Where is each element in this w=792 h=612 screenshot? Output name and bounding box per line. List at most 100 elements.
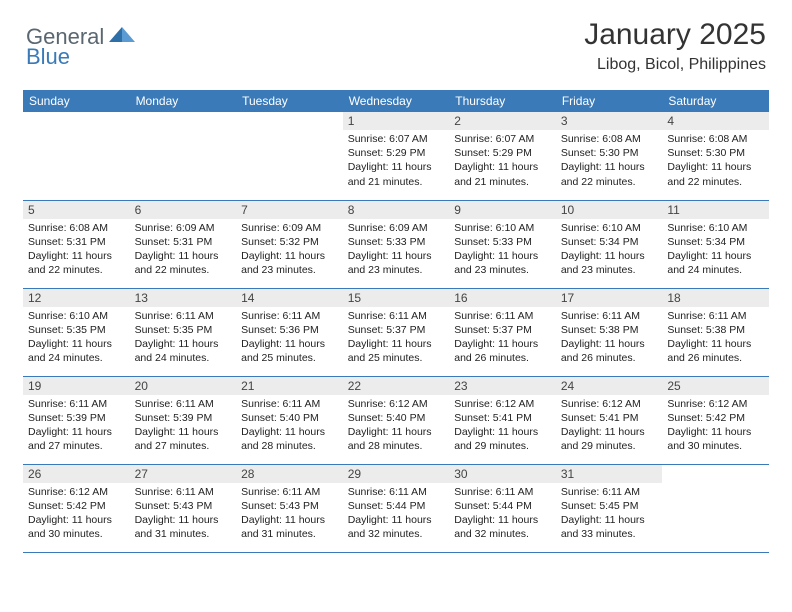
logo-triangle-icon <box>109 25 135 48</box>
day-number: 14 <box>236 289 343 307</box>
title-block: January 2025 Libog, Bicol, Philippines <box>584 18 766 74</box>
day-number: 25 <box>662 377 769 395</box>
day-number: 1 <box>343 112 450 130</box>
calendar-cell: 23Sunrise: 6:12 AMSunset: 5:41 PMDayligh… <box>449 376 556 464</box>
calendar-cell: 10Sunrise: 6:10 AMSunset: 5:34 PMDayligh… <box>556 200 663 288</box>
calendar-cell: 12Sunrise: 6:10 AMSunset: 5:35 PMDayligh… <box>23 288 130 376</box>
weekday-header: Wednesday <box>343 90 450 112</box>
page-title: January 2025 <box>584 18 766 52</box>
weekday-header: Tuesday <box>236 90 343 112</box>
day-number: 6 <box>130 201 237 219</box>
calendar-cell: 15Sunrise: 6:11 AMSunset: 5:37 PMDayligh… <box>343 288 450 376</box>
day-details: Sunrise: 6:11 AMSunset: 5:38 PMDaylight:… <box>662 307 769 370</box>
day-number: 30 <box>449 465 556 483</box>
day-number: 12 <box>23 289 130 307</box>
day-details: Sunrise: 6:11 AMSunset: 5:43 PMDaylight:… <box>236 483 343 546</box>
logo-text-blue: Blue <box>26 44 70 69</box>
calendar-cell: 22Sunrise: 6:12 AMSunset: 5:40 PMDayligh… <box>343 376 450 464</box>
calendar-table: SundayMondayTuesdayWednesdayThursdayFrid… <box>23 90 769 553</box>
calendar-cell: 27Sunrise: 6:11 AMSunset: 5:43 PMDayligh… <box>130 464 237 552</box>
day-details: Sunrise: 6:09 AMSunset: 5:33 PMDaylight:… <box>343 219 450 282</box>
day-details: Sunrise: 6:11 AMSunset: 5:37 PMDaylight:… <box>343 307 450 370</box>
calendar-cell: 24Sunrise: 6:12 AMSunset: 5:41 PMDayligh… <box>556 376 663 464</box>
day-details: Sunrise: 6:11 AMSunset: 5:36 PMDaylight:… <box>236 307 343 370</box>
day-number: 5 <box>23 201 130 219</box>
calendar-cell: 20Sunrise: 6:11 AMSunset: 5:39 PMDayligh… <box>130 376 237 464</box>
day-details: Sunrise: 6:11 AMSunset: 5:40 PMDaylight:… <box>236 395 343 458</box>
day-number: 29 <box>343 465 450 483</box>
calendar-cell: 14Sunrise: 6:11 AMSunset: 5:36 PMDayligh… <box>236 288 343 376</box>
calendar-cell: 26Sunrise: 6:12 AMSunset: 5:42 PMDayligh… <box>23 464 130 552</box>
day-number: 24 <box>556 377 663 395</box>
day-details: Sunrise: 6:10 AMSunset: 5:35 PMDaylight:… <box>23 307 130 370</box>
calendar-cell: 11Sunrise: 6:10 AMSunset: 5:34 PMDayligh… <box>662 200 769 288</box>
day-number: 15 <box>343 289 450 307</box>
calendar-cell-empty <box>130 112 237 200</box>
day-details: Sunrise: 6:10 AMSunset: 5:33 PMDaylight:… <box>449 219 556 282</box>
calendar-cell: 28Sunrise: 6:11 AMSunset: 5:43 PMDayligh… <box>236 464 343 552</box>
day-number: 23 <box>449 377 556 395</box>
calendar-cell: 2Sunrise: 6:07 AMSunset: 5:29 PMDaylight… <box>449 112 556 200</box>
calendar-cell: 4Sunrise: 6:08 AMSunset: 5:30 PMDaylight… <box>662 112 769 200</box>
day-number: 17 <box>556 289 663 307</box>
day-details: Sunrise: 6:08 AMSunset: 5:30 PMDaylight:… <box>662 130 769 193</box>
calendar-row: 5Sunrise: 6:08 AMSunset: 5:31 PMDaylight… <box>23 200 769 288</box>
weekday-header: Thursday <box>449 90 556 112</box>
weekday-header: Monday <box>130 90 237 112</box>
day-details: Sunrise: 6:12 AMSunset: 5:41 PMDaylight:… <box>449 395 556 458</box>
calendar-cell: 21Sunrise: 6:11 AMSunset: 5:40 PMDayligh… <box>236 376 343 464</box>
calendar-cell: 30Sunrise: 6:11 AMSunset: 5:44 PMDayligh… <box>449 464 556 552</box>
calendar-cell: 7Sunrise: 6:09 AMSunset: 5:32 PMDaylight… <box>236 200 343 288</box>
day-details: Sunrise: 6:11 AMSunset: 5:44 PMDaylight:… <box>343 483 450 546</box>
header: General January 2025 Libog, Bicol, Phili… <box>0 0 792 82</box>
calendar-row: 26Sunrise: 6:12 AMSunset: 5:42 PMDayligh… <box>23 464 769 552</box>
day-number: 28 <box>236 465 343 483</box>
calendar-cell: 13Sunrise: 6:11 AMSunset: 5:35 PMDayligh… <box>130 288 237 376</box>
calendar-cell: 18Sunrise: 6:11 AMSunset: 5:38 PMDayligh… <box>662 288 769 376</box>
weekday-header: Friday <box>556 90 663 112</box>
calendar-cell: 8Sunrise: 6:09 AMSunset: 5:33 PMDaylight… <box>343 200 450 288</box>
day-details: Sunrise: 6:12 AMSunset: 5:40 PMDaylight:… <box>343 395 450 458</box>
weekday-header: Saturday <box>662 90 769 112</box>
day-number: 2 <box>449 112 556 130</box>
day-details: Sunrise: 6:07 AMSunset: 5:29 PMDaylight:… <box>343 130 450 193</box>
day-number: 21 <box>236 377 343 395</box>
calendar-cell-empty <box>662 464 769 552</box>
calendar-cell: 17Sunrise: 6:11 AMSunset: 5:38 PMDayligh… <box>556 288 663 376</box>
day-number: 4 <box>662 112 769 130</box>
calendar-cell: 29Sunrise: 6:11 AMSunset: 5:44 PMDayligh… <box>343 464 450 552</box>
day-details: Sunrise: 6:09 AMSunset: 5:32 PMDaylight:… <box>236 219 343 282</box>
day-details: Sunrise: 6:08 AMSunset: 5:30 PMDaylight:… <box>556 130 663 193</box>
day-number: 3 <box>556 112 663 130</box>
page-subtitle: Libog, Bicol, Philippines <box>584 56 766 74</box>
day-details: Sunrise: 6:11 AMSunset: 5:44 PMDaylight:… <box>449 483 556 546</box>
day-details: Sunrise: 6:11 AMSunset: 5:39 PMDaylight:… <box>23 395 130 458</box>
day-details: Sunrise: 6:11 AMSunset: 5:37 PMDaylight:… <box>449 307 556 370</box>
day-number: 20 <box>130 377 237 395</box>
calendar-cell: 25Sunrise: 6:12 AMSunset: 5:42 PMDayligh… <box>662 376 769 464</box>
day-details: Sunrise: 6:11 AMSunset: 5:35 PMDaylight:… <box>130 307 237 370</box>
calendar-row: 19Sunrise: 6:11 AMSunset: 5:39 PMDayligh… <box>23 376 769 464</box>
calendar-cell: 5Sunrise: 6:08 AMSunset: 5:31 PMDaylight… <box>23 200 130 288</box>
day-details: Sunrise: 6:11 AMSunset: 5:43 PMDaylight:… <box>130 483 237 546</box>
calendar-cell-empty <box>23 112 130 200</box>
day-details: Sunrise: 6:12 AMSunset: 5:42 PMDaylight:… <box>662 395 769 458</box>
day-number: 13 <box>130 289 237 307</box>
calendar-cell: 6Sunrise: 6:09 AMSunset: 5:31 PMDaylight… <box>130 200 237 288</box>
weekday-header-row: SundayMondayTuesdayWednesdayThursdayFrid… <box>23 90 769 112</box>
day-details: Sunrise: 6:10 AMSunset: 5:34 PMDaylight:… <box>662 219 769 282</box>
calendar-cell: 1Sunrise: 6:07 AMSunset: 5:29 PMDaylight… <box>343 112 450 200</box>
day-number: 19 <box>23 377 130 395</box>
calendar-row: 12Sunrise: 6:10 AMSunset: 5:35 PMDayligh… <box>23 288 769 376</box>
day-number: 7 <box>236 201 343 219</box>
day-details: Sunrise: 6:11 AMSunset: 5:38 PMDaylight:… <box>556 307 663 370</box>
day-number: 9 <box>449 201 556 219</box>
calendar-cell: 3Sunrise: 6:08 AMSunset: 5:30 PMDaylight… <box>556 112 663 200</box>
day-details: Sunrise: 6:08 AMSunset: 5:31 PMDaylight:… <box>23 219 130 282</box>
day-details: Sunrise: 6:12 AMSunset: 5:41 PMDaylight:… <box>556 395 663 458</box>
calendar-row: 1Sunrise: 6:07 AMSunset: 5:29 PMDaylight… <box>23 112 769 200</box>
weekday-header: Sunday <box>23 90 130 112</box>
day-number: 22 <box>343 377 450 395</box>
day-number: 26 <box>23 465 130 483</box>
day-number: 31 <box>556 465 663 483</box>
